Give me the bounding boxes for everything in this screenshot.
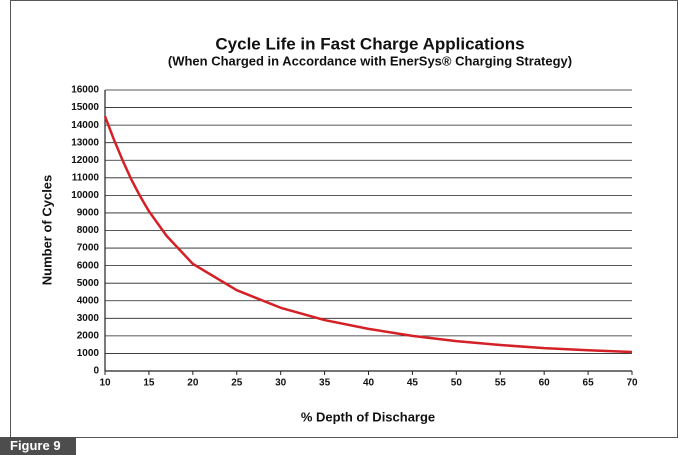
x-tick-label: 30 [275,378,287,389]
x-tick-label: 55 [495,378,507,389]
y-tick-label: 4000 [77,295,100,306]
y-axis-label: Number of Cycles [39,175,54,286]
x-tick-label: 15 [143,378,155,389]
x-axis-label: % Depth of Discharge [301,409,435,424]
y-tick-label: 16000 [71,85,99,96]
x-tick-label: 40 [363,378,375,389]
y-tick-label: 15000 [71,102,99,113]
y-tick-label: 0 [93,366,99,377]
x-tick-label: 60 [539,378,551,389]
y-tick-label: 13000 [71,137,99,148]
y-tick-label: 1000 [77,348,100,359]
chart-title: Cycle Life in Fast Charge Applications [215,34,524,53]
y-tick-label: 12000 [71,155,99,166]
y-tick-label: 7000 [77,243,100,254]
x-tick-label: 65 [583,378,595,389]
x-tick-label: 50 [451,378,463,389]
x-tick-label: 25 [231,378,243,389]
y-tick-label: 5000 [77,278,100,289]
figure-badge [0,437,76,455]
y-tick-label: 10000 [71,190,99,201]
x-tick-label: 70 [626,378,638,389]
chart-subtitle: (When Charged in Accordance with EnerSys… [168,53,572,68]
y-tick-label: 8000 [77,225,100,236]
y-tick-label: 6000 [77,260,100,271]
data-line [103,115,633,354]
y-tick-label: 14000 [71,120,99,131]
x-tick-label: 10 [99,378,111,389]
x-tick-label: 45 [407,378,419,389]
y-tick-label: 11000 [72,172,100,183]
x-tick-label: 35 [319,378,331,389]
y-tick-label: 9000 [77,208,100,219]
figure-label: Figure 9 [10,438,61,453]
y-tick-label: 2000 [77,331,100,342]
y-tick-label: 3000 [77,313,100,324]
x-tick-label: 20 [187,378,199,389]
